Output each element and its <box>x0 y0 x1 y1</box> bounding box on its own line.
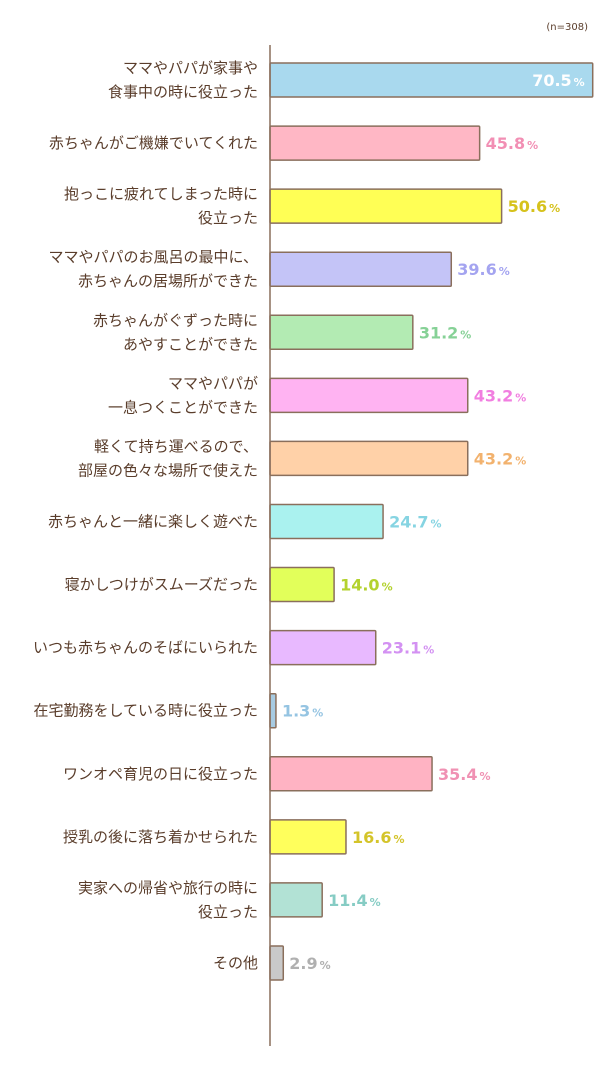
category-line: 食事中の時に役立った <box>108 83 258 101</box>
value-label: 11.4% <box>328 891 381 910</box>
category-label: ママやパパのお風呂の最中に、赤ちゃんの居場所ができた <box>48 248 258 290</box>
category-label: 授乳の後に落ち着かせられた <box>63 828 258 846</box>
category-line: ママやパパが <box>168 374 258 392</box>
category-line: 役立った <box>198 903 258 921</box>
value-unit: % <box>312 707 323 720</box>
category-label: 軽くて持ち運べるので、部屋の色々な場所で使えた <box>78 437 258 479</box>
value-unit: % <box>423 644 434 657</box>
bar <box>269 377 469 414</box>
category-label: 抱っこに疲れてしまった時に役立った <box>64 185 258 227</box>
bar <box>269 882 323 918</box>
value-unit: % <box>370 896 381 909</box>
category-label: 寝かしつけがスムーズだった <box>65 576 258 594</box>
category-line: 軽くて持ち運べるので、 <box>94 437 258 455</box>
category-label: 赤ちゃんと一緒に楽しく遊べた <box>48 512 258 530</box>
value-number: 39.6 <box>457 260 496 279</box>
bar <box>269 945 285 981</box>
category-line: 赤ちゃんの居場所ができた <box>78 272 258 290</box>
bar <box>269 188 503 224</box>
category-line: 抱っこに疲れてしまった時に <box>64 185 258 203</box>
category-line: 部屋の色々な場所で使えた <box>78 461 258 479</box>
bar <box>269 503 384 540</box>
value-label: 43.2% <box>474 386 527 405</box>
value-unit: % <box>382 581 393 594</box>
value-label: 1.3% <box>282 702 323 721</box>
value-unit: % <box>320 959 331 972</box>
category-line: ママやパパのお風呂の最中に、 <box>48 248 258 266</box>
bar <box>269 629 377 666</box>
category-line: いつも赤ちゃんのそばにいられた <box>33 639 258 657</box>
category-label: 在宅勤務をしている時に役立った <box>33 702 258 720</box>
category-line: 実家への帰省や旅行の時に <box>78 879 258 897</box>
category-line: 役立った <box>198 209 258 227</box>
value-unit: % <box>393 833 404 846</box>
value-label: 2.9% <box>289 954 330 973</box>
bar <box>269 314 414 351</box>
category-line: 赤ちゃんがぐずった時に <box>93 311 258 329</box>
bar <box>269 819 347 855</box>
category-line: その他 <box>213 954 258 972</box>
value-number: 24.7 <box>389 512 428 531</box>
value-label: 14.0% <box>340 576 393 595</box>
value-number: 2.9 <box>289 954 317 973</box>
value-number: 23.1 <box>382 639 421 658</box>
sample-note: (n=308) <box>546 22 588 33</box>
value-number: 35.4 <box>438 765 477 784</box>
category-label: ママやパパが一息つくことができた <box>108 374 258 416</box>
value-unit: % <box>515 454 526 467</box>
category-line: 在宅勤務をしている時に役立った <box>33 702 258 720</box>
value-unit: % <box>431 517 442 530</box>
value-number: 1.3 <box>282 702 310 721</box>
value-unit: % <box>527 139 538 152</box>
category-line: あやすことができた <box>123 335 258 353</box>
value-number: 43.2 <box>474 449 513 468</box>
category-line: 一息つくことができた <box>108 398 258 416</box>
category-line: ワンオペ育児の日に役立った <box>63 765 258 783</box>
value-label: 43.2% <box>474 449 527 468</box>
value-label: 31.2% <box>419 323 472 342</box>
value-label: 35.4% <box>438 765 491 784</box>
value-number: 11.4 <box>328 891 367 910</box>
category-line: ママやパパが家事や <box>123 59 258 77</box>
value-number: 70.5 <box>532 71 571 90</box>
bar <box>269 440 469 477</box>
category-label: その他 <box>213 954 258 972</box>
category-line: 寝かしつけがスムーズだった <box>65 576 258 594</box>
bar <box>269 125 481 161</box>
value-unit: % <box>574 76 585 89</box>
category-line: 赤ちゃんがご機嫌でいてくれた <box>49 134 258 152</box>
value-label: 23.1% <box>382 639 435 658</box>
value-number: 50.6 <box>508 197 547 216</box>
bar <box>269 692 277 729</box>
category-line: 赤ちゃんと一緒に楽しく遊べた <box>48 512 258 530</box>
category-label: 赤ちゃんがご機嫌でいてくれた <box>49 134 258 152</box>
value-number: 31.2 <box>419 323 458 342</box>
value-label: 16.6% <box>352 828 405 847</box>
category-label: 実家への帰省や旅行の時に役立った <box>78 879 258 921</box>
category-label: ママやパパが家事や食事中の時に役立った <box>108 59 258 101</box>
value-unit: % <box>499 265 510 278</box>
value-label: 45.8% <box>486 134 539 153</box>
value-label: 70.5% <box>532 71 585 90</box>
value-label: 50.6% <box>508 197 561 216</box>
bar <box>269 566 335 603</box>
value-unit: % <box>515 391 526 404</box>
bar <box>269 251 453 287</box>
value-number: 16.6 <box>352 828 391 847</box>
value-label: 39.6% <box>457 260 510 279</box>
value-number: 45.8 <box>486 134 525 153</box>
value-number: 14.0 <box>340 576 379 595</box>
value-number: 43.2 <box>474 386 513 405</box>
bar <box>269 756 433 792</box>
category-label: ワンオペ育児の日に役立った <box>63 765 258 783</box>
value-unit: % <box>460 328 471 341</box>
value-unit: % <box>480 770 491 783</box>
category-line: 授乳の後に落ち着かせられた <box>63 828 258 846</box>
category-label: いつも赤ちゃんのそばにいられた <box>33 639 258 657</box>
value-label: 24.7% <box>389 512 442 531</box>
value-unit: % <box>549 202 560 215</box>
category-label: 赤ちゃんがぐずった時にあやすことができた <box>93 311 258 353</box>
